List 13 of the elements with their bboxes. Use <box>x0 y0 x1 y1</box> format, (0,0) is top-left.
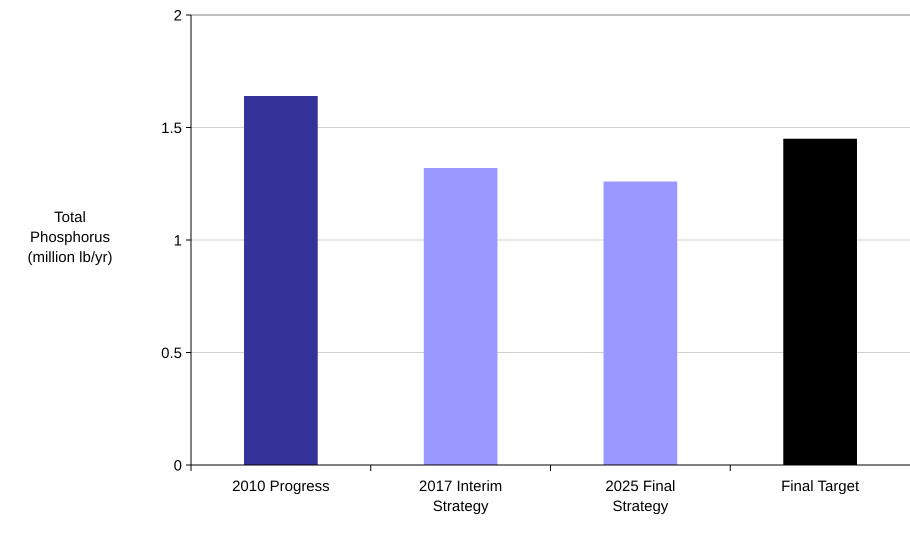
y-tick-label: 0.5 <box>161 344 182 362</box>
x-tick-label: 2010 Progress <box>232 478 330 495</box>
y-tick-label: 0 <box>174 457 182 474</box>
bar <box>244 96 318 465</box>
y-tick-label: 1.5 <box>161 120 182 137</box>
x-tick-label: Final Target <box>781 478 860 495</box>
bar <box>424 168 498 465</box>
x-tick-label: 2025 Final Strategy <box>605 478 676 515</box>
y-tick-label: 2 <box>174 7 182 24</box>
bar <box>604 182 678 465</box>
y-axis-title: Total Phosphorus (million lb/yr) <box>27 209 113 266</box>
x-tick-label: 2017 Interim Strategy <box>418 478 502 515</box>
y-tick-label: 1 <box>174 232 182 250</box>
